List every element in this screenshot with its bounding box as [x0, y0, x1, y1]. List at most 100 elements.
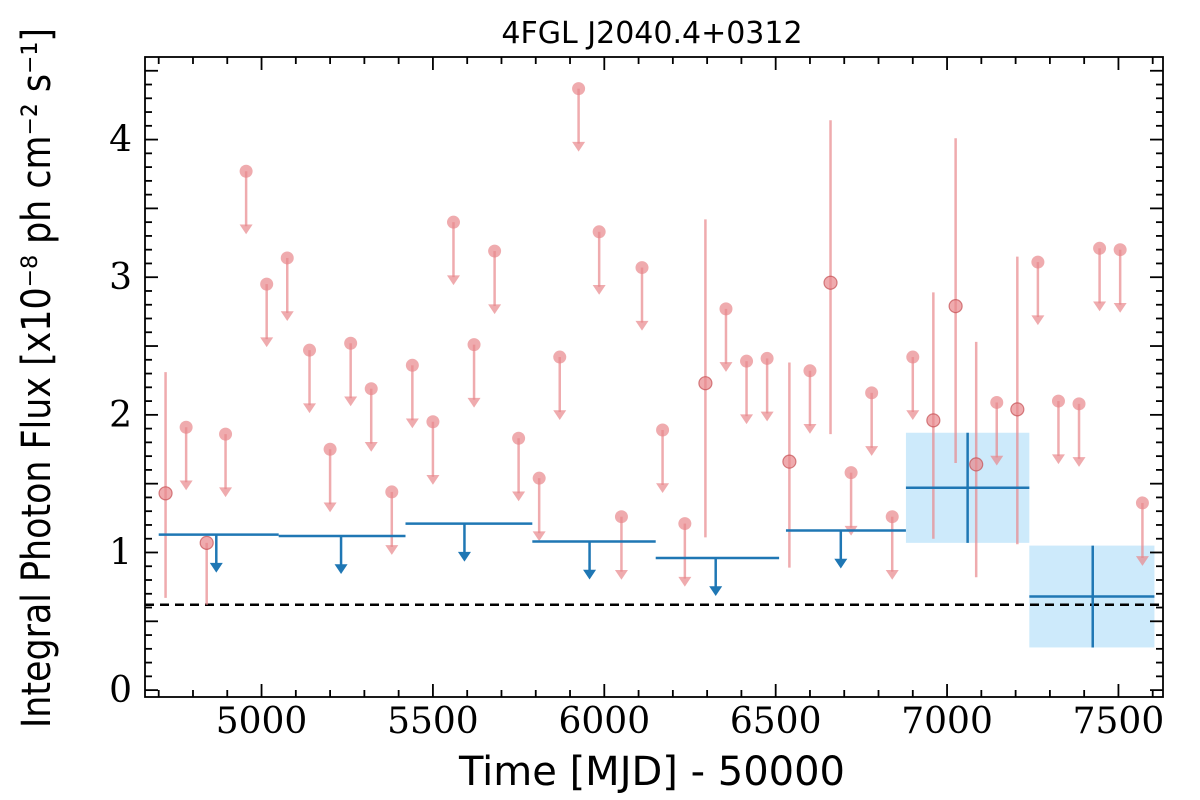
long-bin-series [158, 432, 1155, 648]
short-bin-limit-arrow [488, 304, 502, 315]
short-bin-limit-arrow [467, 397, 481, 408]
short-bin-limit-point [990, 395, 1004, 409]
short-bin-limit-arrow [614, 569, 628, 580]
axis-tick-labels: 5000 5500 6000 6500 7000 7500 0 1 2 3 4 [109, 120, 1164, 742]
short-bin-detection-point [782, 454, 797, 469]
short-bin-detection-point [158, 486, 173, 501]
short-bin-limit-arrow [865, 446, 879, 456]
short-bin-limit-point [844, 466, 858, 480]
short-bin-limit-point [405, 358, 419, 372]
x-axis-label: Time [MJD] - 50000 [458, 749, 845, 795]
short-bin-series [158, 82, 1149, 605]
short-bin-limit-point [467, 338, 481, 352]
short-bin-limit-point [488, 244, 502, 258]
short-bin-limit-point [364, 382, 378, 396]
y-tick-label: 3 [109, 257, 132, 298]
short-bin-limit-arrow [885, 569, 899, 580]
short-bin-detection-point [199, 535, 214, 550]
short-bin-limit-point [572, 82, 586, 96]
y-tick-label: 0 [109, 670, 132, 711]
chart-title: 4FGL J2040.4+0312 [501, 16, 802, 51]
short-bin-limit-point [1072, 397, 1086, 411]
short-bin-limit-arrow [678, 576, 692, 587]
short-bin-limit-arrow [740, 414, 754, 425]
short-bin-limit-point [446, 215, 460, 229]
short-bin-limit-arrow [1113, 302, 1127, 313]
short-bin-limit-point [512, 431, 526, 445]
long-bin-limit-arrow [209, 562, 223, 573]
short-bin-limit-point [760, 351, 774, 365]
short-bin-limit-point [656, 423, 670, 437]
short-bin-limit-arrow [364, 441, 378, 452]
short-bin-limit-point [239, 164, 253, 178]
short-bin-limit-arrow [512, 491, 526, 502]
short-bin-limit-point [1093, 241, 1107, 255]
short-bin-limit-arrow [1135, 556, 1149, 566]
short-bin-limit-point [906, 350, 920, 364]
short-bin-limit-point [323, 442, 337, 456]
long-bin-limit-arrow [583, 569, 597, 580]
short-bin-limit-arrow [719, 362, 733, 372]
long-bin-limit-arrow [334, 564, 348, 574]
y-axis-label: Integral Photon Flux [x10⁻⁸ ph cm⁻² s⁻¹] [14, 28, 60, 728]
short-bin-limit-point [260, 277, 274, 291]
short-bin-limit-arrow [572, 141, 586, 152]
short-bin-limit-arrow [990, 455, 1004, 466]
short-bin-limit-arrow [656, 483, 670, 493]
short-bin-limit-arrow [385, 545, 399, 555]
y-tick-label: 4 [109, 120, 132, 161]
short-bin-limit-arrow [760, 411, 774, 422]
short-bin-limit-point [426, 415, 440, 429]
short-bin-limit-arrow [179, 480, 193, 491]
short-bin-limit-point [1113, 243, 1127, 257]
short-bin-detection-point [926, 413, 941, 428]
short-bin-limit-point [592, 225, 606, 239]
short-bin-limit-arrow [219, 487, 233, 498]
short-bin-limit-arrow [280, 311, 294, 321]
short-bin-limit-arrow [344, 396, 358, 407]
short-bin-limit-point [385, 485, 399, 499]
short-bin-limit-arrow [906, 410, 920, 421]
short-bin-detection-point [698, 376, 713, 391]
long-bin-limit-arrow [457, 551, 471, 562]
short-bin-limit-point [1031, 255, 1045, 269]
short-bin-limit-point [280, 251, 294, 265]
short-bin-limit-point [865, 386, 879, 400]
short-bin-detection-point [823, 275, 838, 290]
y-tick-label: 2 [109, 395, 132, 436]
short-bin-limit-point [344, 336, 358, 350]
long-bin-error-bands [905, 432, 1155, 648]
short-bin-limit-arrow [405, 418, 419, 429]
long-bin-limit-arrow [709, 586, 723, 596]
short-bin-limit-point [614, 510, 628, 524]
x-tick-label: 5000 [216, 701, 308, 742]
short-bin-limit-point [303, 343, 317, 357]
short-bin-limit-point [740, 354, 754, 368]
short-bin-limit-point [1051, 394, 1065, 408]
x-tick-label: 7500 [1073, 701, 1165, 742]
short-bin-limit-arrow [1072, 457, 1086, 467]
short-bin-limit-point [532, 471, 546, 485]
short-bin-limit-point [553, 350, 567, 364]
short-bin-limit-point [219, 427, 233, 441]
short-bin-limit-arrow [446, 275, 460, 286]
axis-ticks [145, 57, 1163, 697]
short-bin-limit-point [635, 261, 649, 275]
short-bin-limit-arrow [592, 285, 606, 295]
short-bin-limit-arrow [426, 474, 440, 485]
x-tick-label: 6000 [558, 701, 650, 742]
short-bin-detection-point [948, 299, 963, 314]
plot-frame [144, 56, 1164, 698]
short-bin-limit-arrow [323, 502, 337, 513]
x-tick-label: 5500 [387, 701, 479, 742]
short-bin-limit-arrow [532, 531, 546, 542]
short-bin-limit-arrow [239, 224, 253, 235]
x-tick-label: 7000 [901, 701, 993, 742]
x-tick-label: 6500 [730, 701, 822, 742]
short-bin-limit-point [179, 420, 193, 434]
short-bin-limit-point [803, 364, 817, 378]
long-bin-limit-arrow [834, 558, 848, 569]
short-bin-limit-arrow [260, 337, 274, 348]
short-bin-limit-point [1135, 496, 1149, 510]
